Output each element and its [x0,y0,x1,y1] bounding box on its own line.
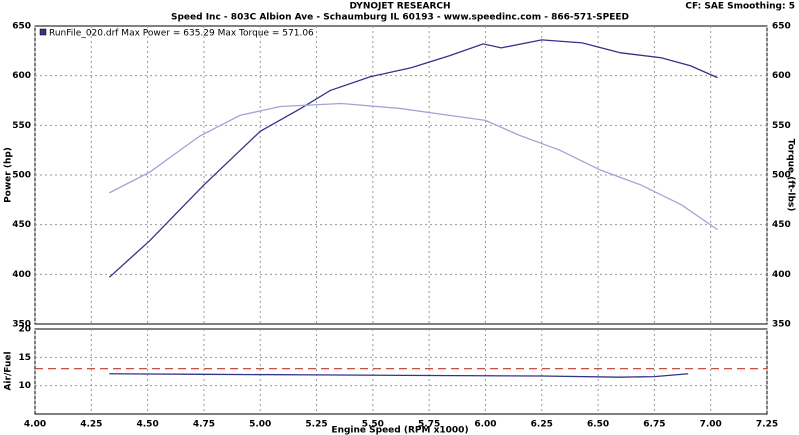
chart-title: DYNOJET RESEARCH [349,2,450,12]
y-tick-label: 10 [18,381,31,391]
x-tick-label: 6.25 [531,420,553,430]
series-line [109,373,689,378]
corner-note: CF: SAE Smoothing: 5 [685,2,795,12]
legend-swatch [39,28,47,36]
y-tick-label: 550 [12,121,31,131]
y-tick-label: 400 [12,270,31,280]
x-tick-label: 4.50 [137,420,159,430]
x-axis-label: Engine Speed (RPM x1000) [331,426,468,435]
y2-tick-label: 400 [772,270,791,280]
x-tick-label: 6.00 [474,420,496,430]
x-tick-label: 4.00 [24,420,46,430]
y2-tick-label: 450 [772,220,791,230]
y-tick-label: 350 [12,320,31,330]
y2-tick-label: 600 [772,71,791,81]
x-tick-label: 4.25 [80,420,102,430]
y-tick-label: 650 [12,22,31,32]
y2-tick-label: 350 [772,320,791,330]
y-tick-label: 15 [18,353,31,363]
x-tick-label: 6.50 [587,420,609,430]
bottom-plot-frame [34,328,768,415]
y-tick-label: 500 [12,171,31,181]
series-line [109,102,718,231]
y-tick-label: 20 [18,325,31,335]
y2-tick-label: 550 [772,121,791,131]
x-tick-label: 5.00 [249,420,271,430]
y-tick-label: 450 [12,220,31,230]
y-tick-label: 600 [12,71,31,81]
x-tick-label: 7.25 [756,420,778,430]
y2-tick-label: 650 [772,22,791,32]
series-line [108,39,718,278]
legend-text: RunFile_020.drf Max Power = 635.29 Max T… [49,29,314,39]
x-tick-label: 6.75 [643,420,665,430]
y2-axis-label: Torque (ft-lbs) [786,139,796,212]
af-axis-label: Air/Fuel [4,351,14,390]
y-axis-label: Power (hp) [4,147,14,203]
y2-tick-label: 500 [772,171,791,181]
x-tick-label: 4.75 [193,420,215,430]
x-tick-label: 5.50 [362,420,384,430]
x-tick-label: 7.00 [700,420,722,430]
x-tick-label: 5.75 [418,420,440,430]
x-tick-label: 5.25 [305,420,327,430]
chart-subtitle: Speed Inc - 803C Albion Ave - Schaumburg… [171,13,629,23]
